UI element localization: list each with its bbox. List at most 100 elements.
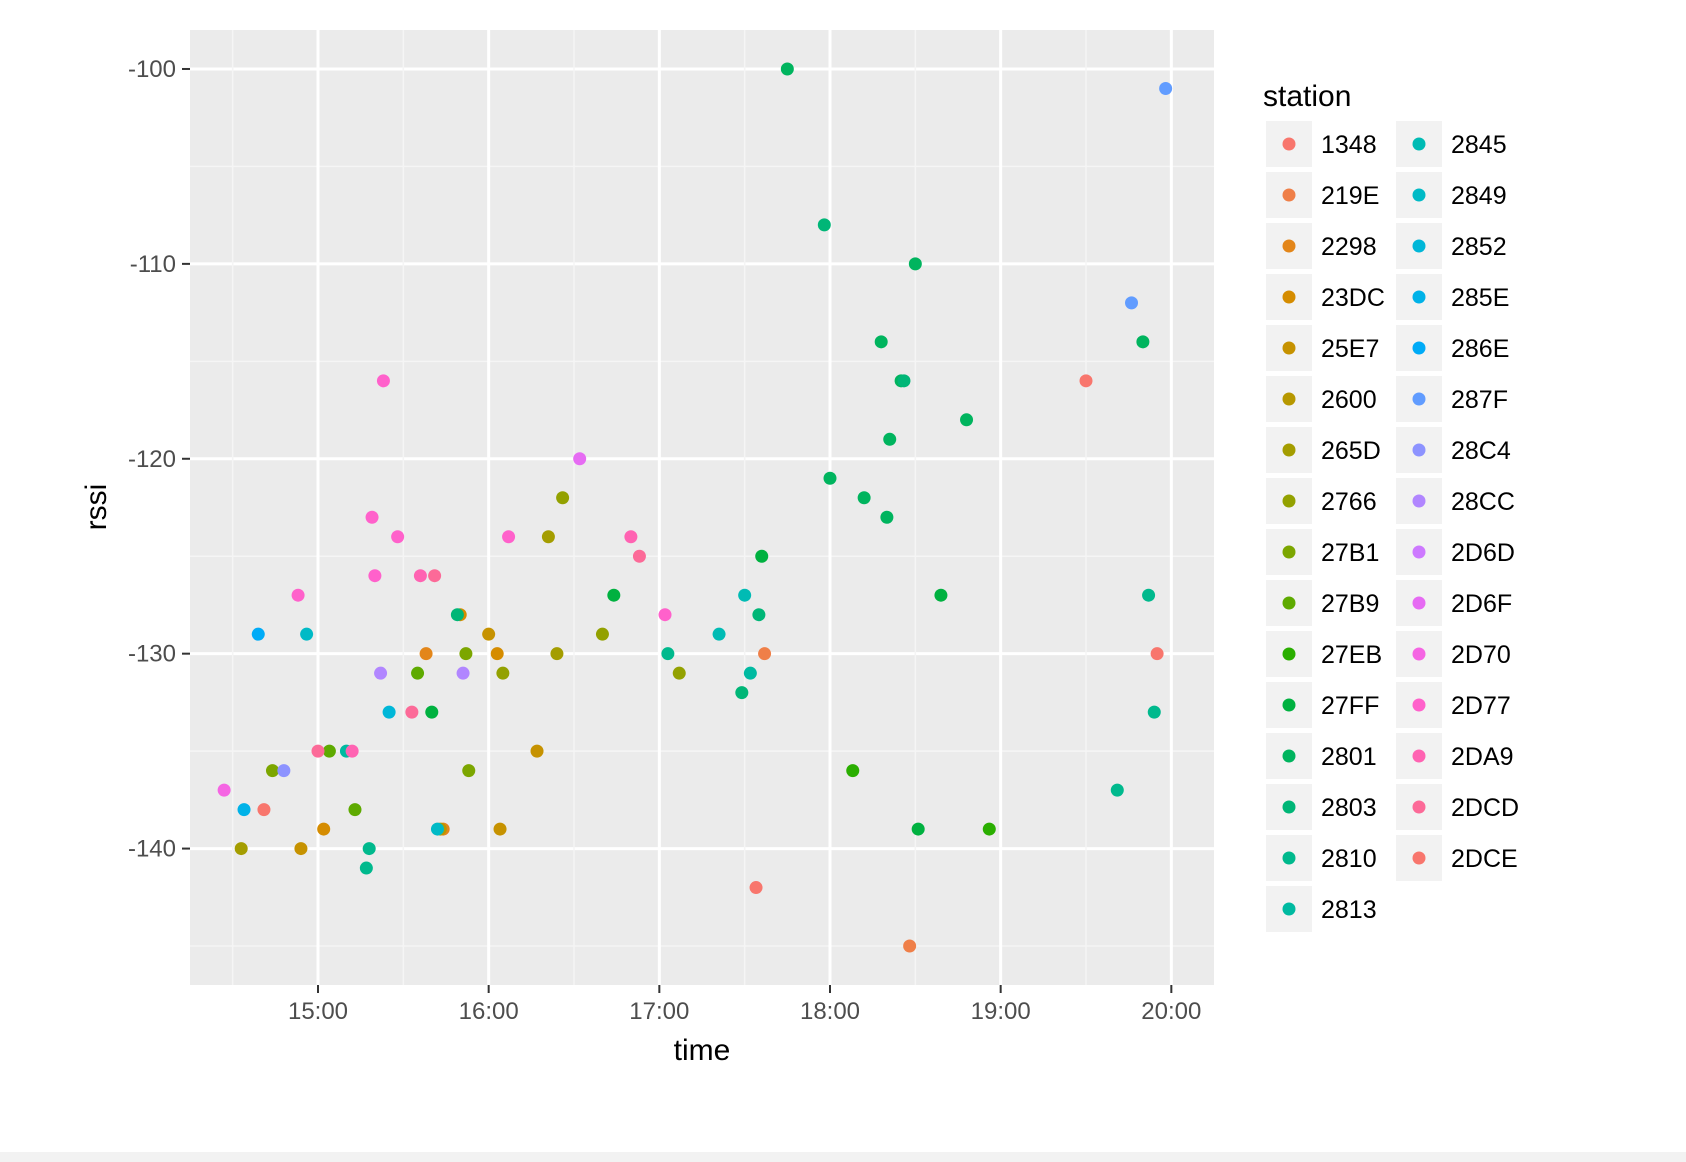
legend-key-dot xyxy=(1412,392,1426,406)
data-point xyxy=(456,666,470,680)
data-point xyxy=(846,764,860,778)
legend-label: 2801 xyxy=(1321,743,1377,771)
data-point xyxy=(817,218,831,232)
x-axis-title: time xyxy=(674,1034,731,1067)
data-point xyxy=(556,491,570,505)
legend-label: 2D6D xyxy=(1451,539,1515,567)
legend-key-dot xyxy=(1282,698,1296,712)
legend-label: 2813 xyxy=(1321,896,1377,924)
legend-label: 2803 xyxy=(1321,794,1377,822)
legend-label: 1348 xyxy=(1321,131,1377,159)
data-point xyxy=(368,569,382,583)
data-point xyxy=(857,491,871,505)
legend-label: 287F xyxy=(1451,386,1508,414)
y-tick-label: -110 xyxy=(130,251,176,278)
data-point xyxy=(624,530,638,544)
data-point xyxy=(903,939,917,953)
legend-key-dot xyxy=(1282,239,1296,253)
data-point xyxy=(450,608,464,622)
x-tick-label: 16:00 xyxy=(459,998,519,1025)
legend-key-dot xyxy=(1412,851,1426,865)
data-point xyxy=(712,627,726,641)
data-point xyxy=(348,803,362,817)
data-point xyxy=(419,647,433,661)
x-tick-label: 20:00 xyxy=(1141,998,1201,1025)
legend-key-dot xyxy=(1412,239,1426,253)
legend-key-dot xyxy=(1282,647,1296,661)
legend-key-dot xyxy=(1412,494,1426,508)
data-point xyxy=(530,744,544,758)
legend-key-dot xyxy=(1282,341,1296,355)
data-point xyxy=(217,783,231,797)
legend-label: 28C4 xyxy=(1451,437,1511,465)
legend-label: 2810 xyxy=(1321,845,1377,873)
data-point xyxy=(1159,81,1173,95)
legend-key-dot xyxy=(1412,188,1426,202)
data-point xyxy=(749,881,763,895)
data-point xyxy=(573,452,587,466)
y-tick-label: -140 xyxy=(128,836,176,863)
data-point xyxy=(550,647,564,661)
data-point xyxy=(960,413,974,427)
y-tick-label: -100 xyxy=(128,56,176,83)
legend-label: 2D6F xyxy=(1451,590,1512,618)
bottom-edge-strip xyxy=(0,1152,1686,1162)
legend-key-dot xyxy=(1282,137,1296,151)
data-point xyxy=(317,822,331,836)
data-point xyxy=(1147,705,1161,719)
data-point xyxy=(1150,647,1164,661)
legend-key-dot xyxy=(1412,800,1426,814)
data-point xyxy=(376,374,390,388)
data-point xyxy=(359,861,373,875)
data-point xyxy=(1110,783,1124,797)
legend-label: 2298 xyxy=(1321,233,1377,261)
data-point xyxy=(758,647,772,661)
data-point xyxy=(883,432,897,446)
legend-key-dot xyxy=(1412,443,1426,457)
data-point xyxy=(780,62,794,76)
data-point xyxy=(482,627,496,641)
legend-key-dot xyxy=(1412,647,1426,661)
legend-label: 286E xyxy=(1451,335,1509,363)
data-point xyxy=(743,666,757,680)
legend-label: 2849 xyxy=(1451,182,1507,210)
legend-label: 2DA9 xyxy=(1451,743,1514,771)
data-point xyxy=(362,842,376,856)
legend-label: 265D xyxy=(1321,437,1381,465)
legend-key-dot xyxy=(1412,698,1426,712)
legend-label: 2845 xyxy=(1451,131,1507,159)
data-point xyxy=(752,608,766,622)
legend-key-dot xyxy=(1412,341,1426,355)
data-point xyxy=(413,569,427,583)
data-point xyxy=(911,822,925,836)
data-point xyxy=(291,588,305,602)
data-point xyxy=(411,666,425,680)
legend-label: 23DC xyxy=(1321,284,1385,312)
legend-label: 219E xyxy=(1321,182,1379,210)
data-point xyxy=(365,510,379,524)
legend-key-dot xyxy=(1282,800,1296,814)
data-point xyxy=(496,666,510,680)
data-point xyxy=(874,335,888,349)
legend-key-dot xyxy=(1282,749,1296,763)
data-point xyxy=(251,627,265,641)
data-point xyxy=(311,744,325,758)
data-point xyxy=(735,686,749,700)
data-point xyxy=(934,588,948,602)
legend-label: 2D70 xyxy=(1451,641,1511,669)
y-tick-label: -120 xyxy=(128,446,176,473)
legend-label: 2852 xyxy=(1451,233,1507,261)
legend-label: 27B1 xyxy=(1321,539,1379,567)
data-point xyxy=(755,549,769,563)
legend-key-dot xyxy=(1282,494,1296,508)
data-point xyxy=(502,530,516,544)
legend-key-dot xyxy=(1282,545,1296,559)
data-point xyxy=(234,842,248,856)
legend-key-dot xyxy=(1412,290,1426,304)
data-point xyxy=(823,471,837,485)
legend-key-dot xyxy=(1282,596,1296,610)
data-point xyxy=(294,842,308,856)
data-point xyxy=(257,803,271,817)
data-point xyxy=(265,764,279,778)
